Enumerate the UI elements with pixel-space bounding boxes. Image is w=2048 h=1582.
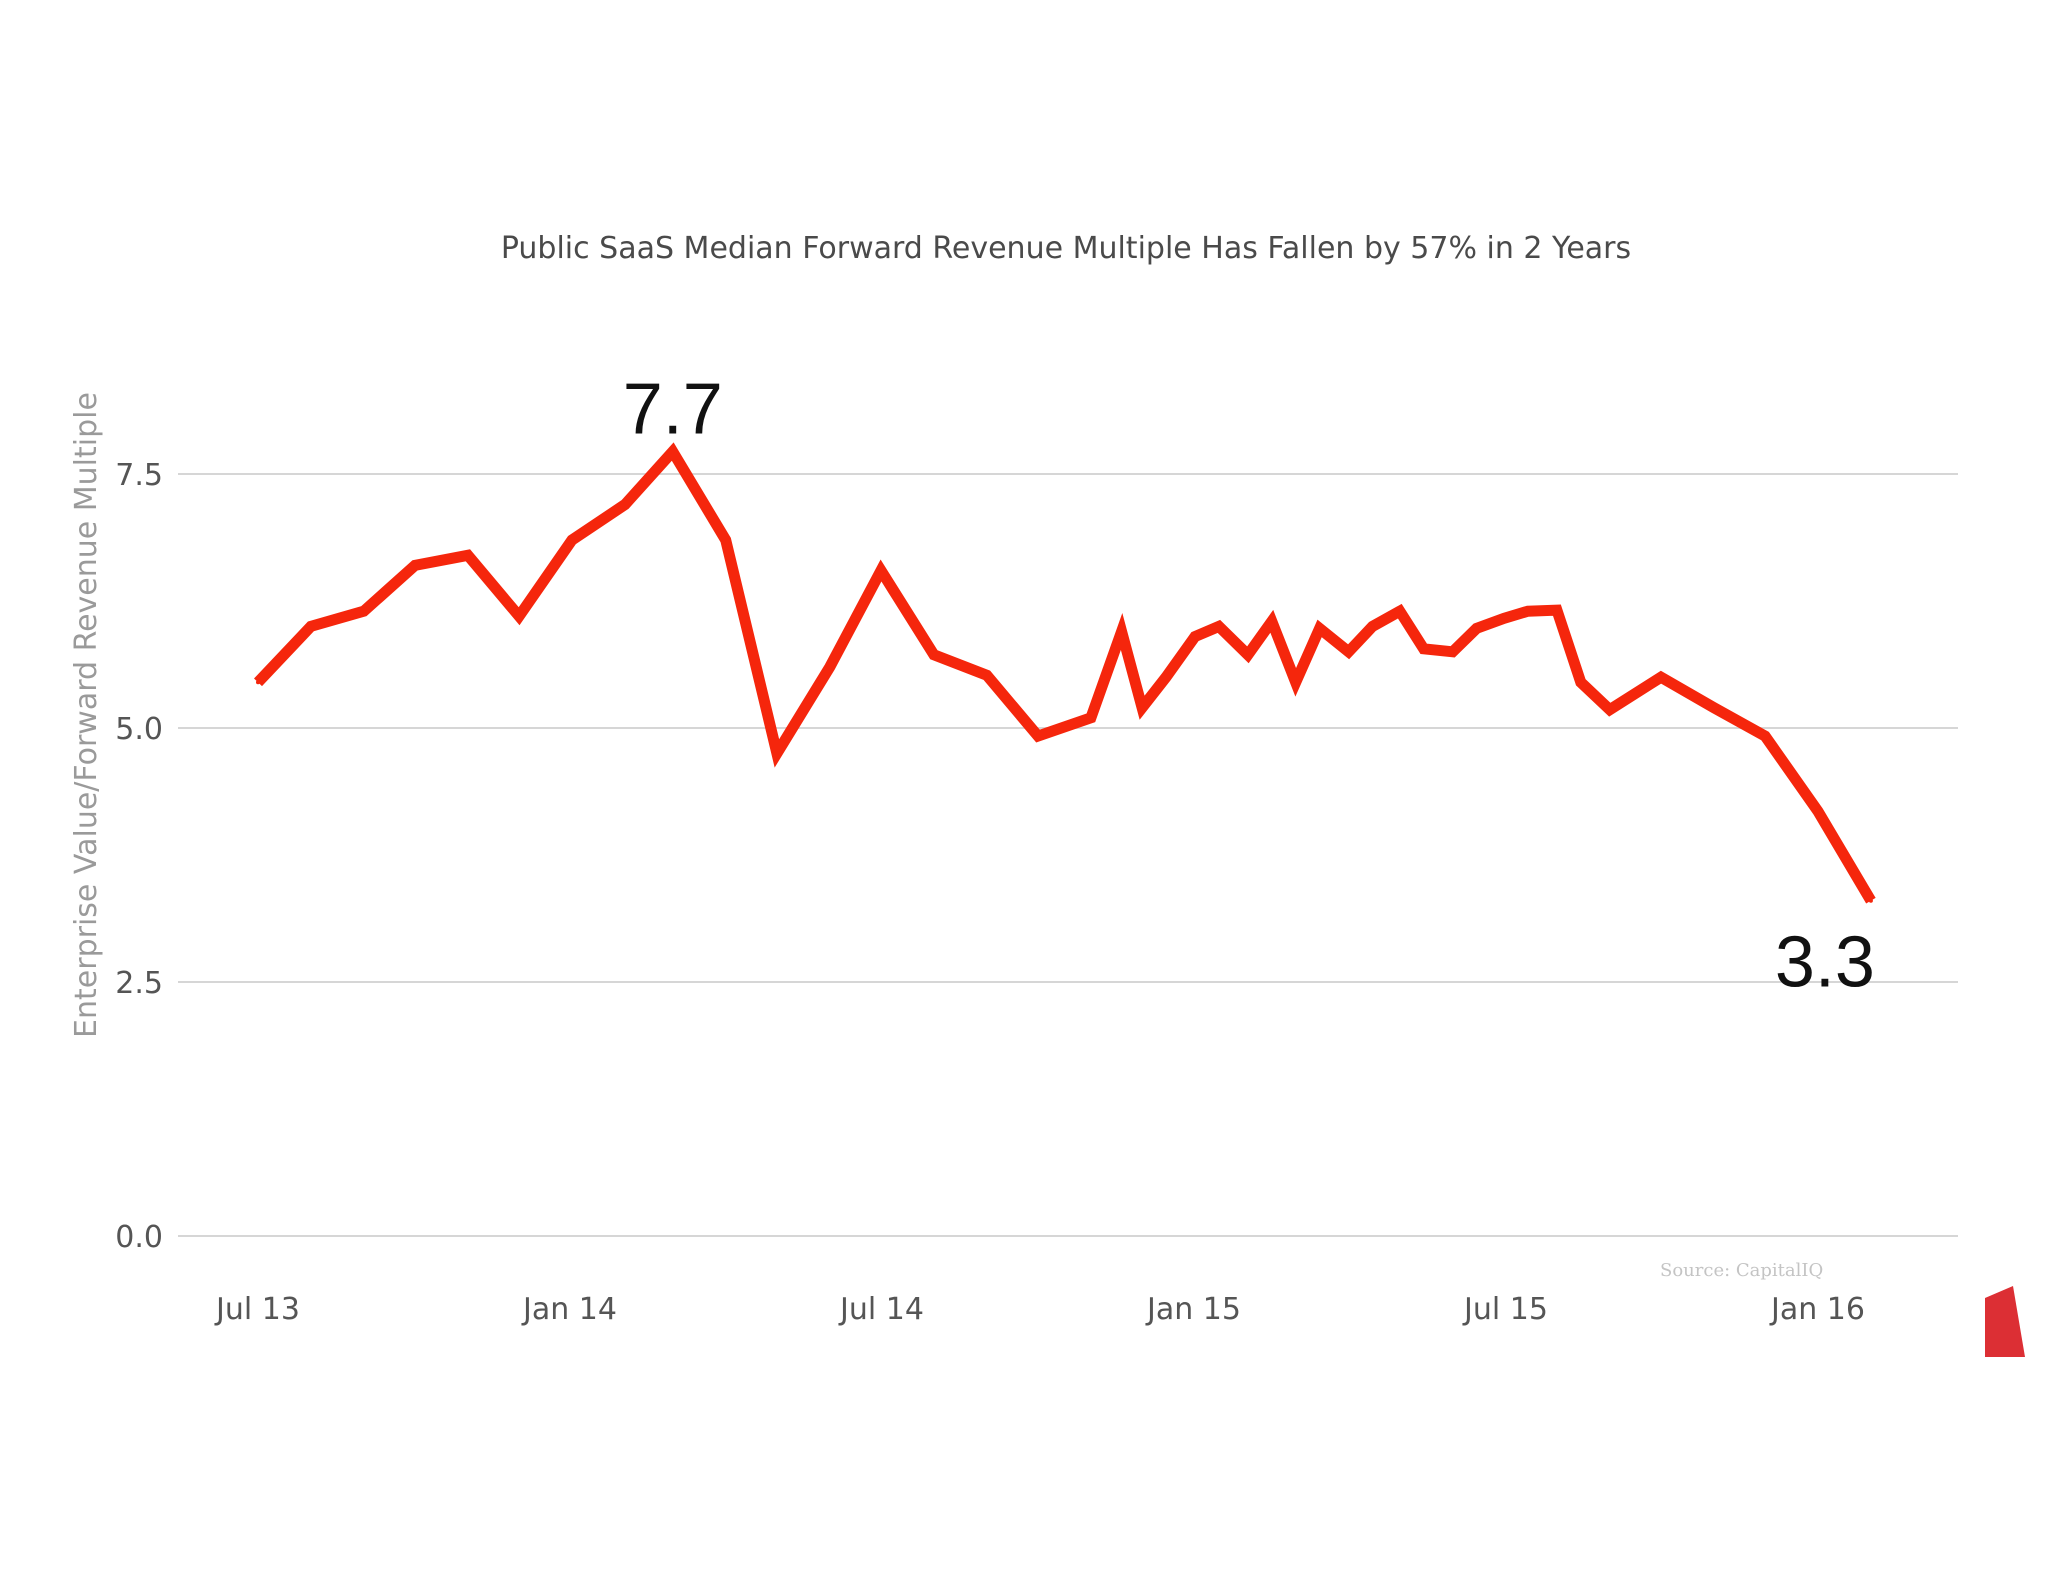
data-point xyxy=(361,609,366,614)
data-point xyxy=(1816,809,1820,814)
data-point xyxy=(570,538,575,543)
data-point xyxy=(774,751,779,756)
data-point xyxy=(931,652,936,657)
data-point xyxy=(1036,734,1040,739)
annotations: 7.7 3.3 xyxy=(623,370,1875,1003)
data-point xyxy=(1450,649,1455,654)
series-group xyxy=(254,442,1876,904)
y-tick-label: 2.5 xyxy=(115,966,163,1001)
data-point xyxy=(1317,626,1322,631)
y-axis-label: Enterprise Value/Forward Revenue Multipl… xyxy=(69,392,104,1038)
data-point xyxy=(723,538,728,543)
data-point xyxy=(878,568,883,573)
x-axis-ticks: Jul 13 Jan 14 Jul 14 Jan 15 Jul 15 Jan 16 xyxy=(214,1292,1865,1327)
data-point xyxy=(827,665,832,670)
y-tick-label: 5.0 xyxy=(115,712,163,747)
data-point xyxy=(1607,707,1612,712)
data-point xyxy=(670,449,675,454)
data-point xyxy=(1658,675,1663,680)
data-point xyxy=(1868,898,1873,903)
data-point xyxy=(1763,734,1768,739)
red-corner-logo-icon xyxy=(1985,1286,2025,1357)
data-point xyxy=(1578,680,1583,685)
series-line xyxy=(254,442,1876,904)
annotation-label: 7.7 xyxy=(623,370,723,450)
annotation-label: 3.3 xyxy=(1775,923,1875,1003)
data-point xyxy=(465,553,470,558)
data-point xyxy=(256,680,260,685)
data-point xyxy=(1554,608,1559,613)
x-tick-label: Jan 16 xyxy=(1769,1292,1865,1327)
data-point xyxy=(1711,705,1716,710)
data-point xyxy=(1501,616,1506,621)
data-point xyxy=(1421,646,1426,651)
data-point xyxy=(1346,649,1351,654)
data-point xyxy=(1293,680,1298,685)
x-tick-label: Jul 14 xyxy=(838,1292,924,1327)
y-tick-label: 0.0 xyxy=(115,1220,163,1255)
data-point xyxy=(1245,652,1250,657)
x-tick-label: Jan 15 xyxy=(1145,1292,1241,1327)
data-point xyxy=(984,673,989,678)
data-point xyxy=(1164,675,1169,680)
data-point xyxy=(1193,634,1198,639)
data-point xyxy=(308,624,313,629)
data-point xyxy=(517,614,522,619)
data-point xyxy=(1119,629,1124,634)
x-tick-label: Jul 15 xyxy=(1462,1292,1548,1327)
y-axis-ticks: 0.0 2.5 5.0 7.5 xyxy=(115,458,163,1255)
source-note: Source: CapitalIQ xyxy=(1660,1260,1823,1281)
data-point xyxy=(1525,609,1530,614)
chart-title: Public SaaS Median Forward Revenue Multi… xyxy=(501,231,1631,266)
data-point xyxy=(1370,624,1375,629)
data-point xyxy=(1269,619,1274,624)
data-point xyxy=(1397,609,1402,614)
data-point xyxy=(622,502,627,507)
data-point xyxy=(1088,715,1093,720)
x-tick-label: Jan 14 xyxy=(521,1292,617,1327)
data-point xyxy=(1216,624,1221,629)
data-point xyxy=(1140,705,1145,710)
x-tick-label: Jul 13 xyxy=(214,1292,300,1327)
data-point xyxy=(413,563,418,568)
y-tick-label: 7.5 xyxy=(115,458,163,493)
data-point xyxy=(1474,626,1479,631)
